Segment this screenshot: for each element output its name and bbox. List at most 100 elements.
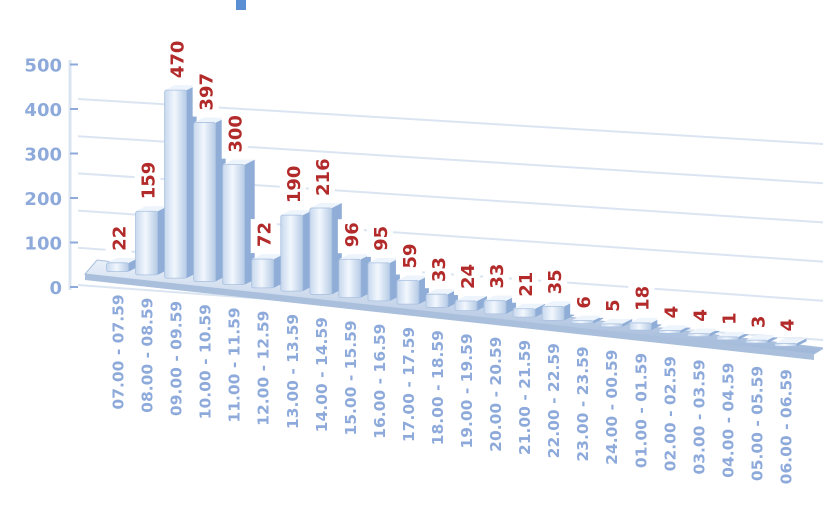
data-label-box — [686, 304, 713, 328]
data-label: 5 — [599, 294, 626, 318]
data-label-box — [744, 311, 771, 335]
bars — [106, 85, 807, 347]
bar — [454, 296, 488, 312]
bar-front — [686, 333, 710, 338]
data-label: 18 — [628, 282, 655, 317]
data-label-text: 72 — [255, 222, 276, 247]
data-label: 72 — [250, 219, 277, 254]
y-tick-label: 300 — [24, 145, 62, 166]
data-label-text: 21 — [516, 272, 537, 297]
y-tick-label: 100 — [24, 234, 62, 255]
x-tick-label: 24.00 - 00.59 — [603, 350, 621, 465]
data-label-box — [221, 113, 248, 159]
x-tick-label: 16.00 - 16.59 — [371, 324, 389, 439]
bar-front — [512, 308, 536, 318]
data-label: 96 — [337, 219, 364, 254]
y-axis: 0 100 200 300 400 500 — [24, 56, 78, 299]
data-label-box — [163, 39, 190, 85]
bar-top — [425, 289, 458, 295]
data-label-text: 190 — [284, 166, 305, 204]
data-label: 22 — [105, 222, 132, 257]
bar-top — [513, 303, 546, 309]
data-label-text: 95 — [371, 226, 392, 251]
data-label-box — [134, 160, 161, 206]
x-tick-label: 07.00 - 07.59 — [110, 294, 128, 409]
bar — [599, 318, 633, 328]
bar — [628, 317, 662, 331]
x-tick-label: 10.00 - 10.59 — [197, 304, 215, 419]
bar-front — [222, 164, 246, 286]
data-label: 35 — [541, 266, 568, 301]
data-label-text: 22 — [110, 226, 131, 251]
data-label: 95 — [366, 222, 393, 257]
bar — [338, 254, 371, 299]
data-label: 21 — [512, 268, 539, 303]
data-label-box — [599, 294, 626, 318]
bar-side — [244, 159, 255, 285]
data-label-text: 1 — [719, 312, 740, 325]
bar — [251, 254, 284, 289]
bar — [425, 289, 458, 308]
data-label-box — [366, 222, 393, 257]
bar-front — [745, 339, 768, 344]
data-label: 190 — [279, 164, 306, 210]
data-label-text: 33 — [429, 257, 450, 282]
data-label-box — [308, 156, 335, 202]
bar-top — [716, 331, 749, 337]
floor-front — [85, 274, 814, 360]
bar — [135, 206, 168, 276]
bar-top — [280, 210, 313, 216]
bar-side — [622, 318, 633, 327]
bar — [396, 275, 429, 305]
bar-front — [338, 258, 362, 299]
bar-front — [541, 305, 565, 321]
data-label: 4 — [686, 304, 713, 328]
data-label: 397 — [192, 71, 219, 117]
data-label: 216 — [308, 156, 335, 202]
data-label-text: 300 — [226, 115, 247, 153]
bar-top — [396, 275, 429, 281]
data-label-box — [541, 266, 568, 301]
data-label-text: 397 — [197, 73, 218, 111]
x-tick-label: 18.00 - 18.59 — [429, 330, 447, 445]
bar-front — [280, 214, 304, 292]
y-tick-label: 0 — [49, 278, 62, 299]
data-label-box — [715, 307, 742, 331]
bar — [657, 325, 691, 334]
bar-top — [658, 325, 691, 331]
data-labels: 22 159 470 397 300 72 190 216 96 95 59 33 24 33 21 35 6 5… — [105, 39, 800, 338]
bar-top — [542, 301, 575, 307]
data-label: 470 — [163, 39, 190, 85]
bar-front — [774, 342, 797, 347]
data-label: 4 — [657, 301, 684, 325]
data-label: 33 — [483, 260, 510, 295]
data-label-text: 5 — [603, 299, 624, 312]
bar-front — [367, 262, 391, 302]
data-label-text: 159 — [139, 162, 160, 200]
bar-top — [222, 159, 255, 165]
bar — [715, 331, 749, 341]
bar — [541, 301, 575, 321]
x-tick-label: 09.00 - 09.59 — [168, 301, 186, 416]
data-label-box — [192, 71, 219, 117]
bar — [367, 257, 400, 302]
data-label-box — [454, 261, 481, 296]
data-label-box — [657, 301, 684, 325]
bar-front — [309, 207, 333, 295]
bar-front — [164, 89, 188, 279]
x-tick-label: 15.00 - 15.59 — [342, 320, 360, 435]
data-label-box — [773, 314, 800, 338]
data-label-text: 6 — [574, 296, 595, 309]
bar-top — [600, 318, 633, 324]
bar-top — [484, 295, 517, 301]
bar-top — [135, 206, 168, 212]
data-label: 4 — [773, 314, 800, 338]
x-tick-label: 05.00 - 05.59 — [748, 366, 766, 481]
data-label-text: 35 — [545, 269, 566, 294]
data-label-text: 470 — [168, 41, 189, 79]
data-label-box — [424, 254, 451, 289]
x-tick-label: 02.00 - 02.59 — [661, 356, 679, 471]
bar-front — [628, 322, 652, 331]
data-label: 6 — [570, 291, 597, 315]
